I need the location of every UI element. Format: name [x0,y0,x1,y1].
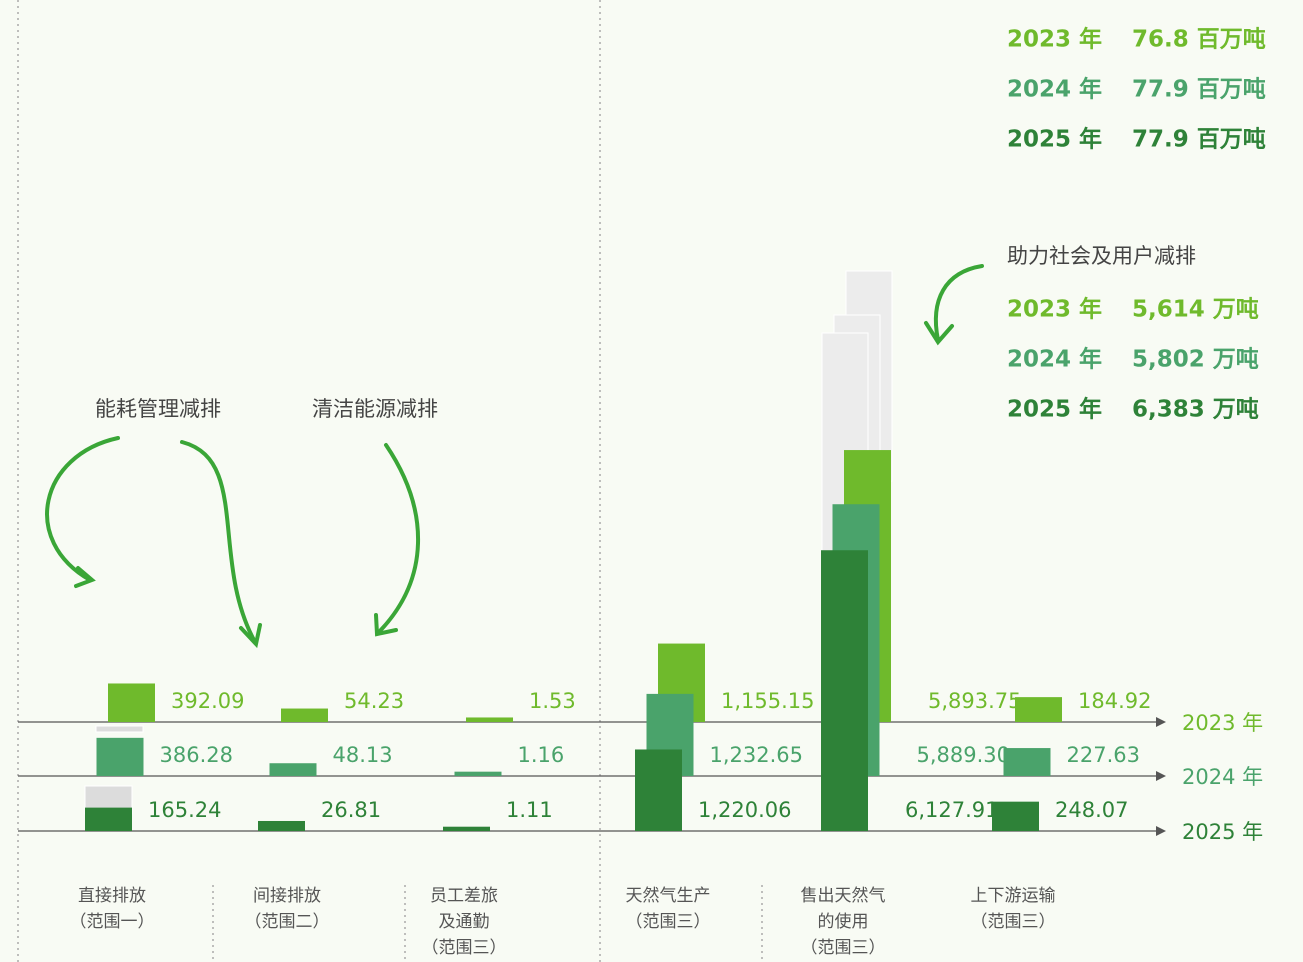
legend-label: 2024 年 [1182,765,1263,789]
bar [454,771,502,776]
category-label: （范围三） [626,912,711,932]
annotation: 清洁能源减排 [312,397,438,421]
value-label: 6,127.91 [905,798,999,822]
bar [258,820,305,831]
value-label: 26.81 [321,798,381,822]
category-label: 售出天然气 [801,886,886,906]
bar [821,550,868,831]
value-label: 184.92 [1078,689,1151,713]
value-label: 386.28 [160,743,233,767]
reduction-year: 2024 年 [1007,346,1102,373]
total-value: 77.9 百万吨 [1132,77,1266,103]
category-label: （范围一） [70,912,155,932]
axis-arrow [1156,717,1166,727]
reduction-year: 2023 年 [1007,296,1102,323]
bar [85,807,132,831]
bar [1015,697,1062,722]
value-label: 248.07 [1055,798,1128,822]
value-label: 48.13 [333,743,393,767]
category-label: （范围二） [245,912,330,932]
ghost-bars [84,270,893,815]
value-label: 1,232.65 [710,743,804,767]
value-label: 5,889.30 [917,743,1011,767]
value-label: 1,155.15 [721,689,815,713]
bar [443,826,490,831]
bar [992,801,1039,831]
reduction-year: 2025 年 [1007,396,1102,423]
value-label: 1.53 [529,689,576,713]
value-label: 1,220.06 [698,798,792,822]
bar [96,737,144,776]
category-label: 直接排放 [78,886,146,906]
total-value: 77.9 百万吨 [1132,127,1266,153]
bar [466,717,513,722]
bar [635,749,682,831]
category-label: 的使用 [818,911,869,932]
total-year: 2025 年 [1007,126,1102,153]
category-label: 上下游运输 [971,886,1056,906]
value-label: 392.09 [171,689,244,713]
category-label: 天然气生产 [626,886,711,906]
value-label: 227.63 [1067,743,1140,767]
separators [17,0,763,962]
value-label: 5,893.75 [928,689,1022,713]
category-label: 员工差旅 [430,886,498,906]
reduction-value: 5,802 万吨 [1132,347,1259,373]
legend-label: 2023 年 [1182,711,1263,735]
value-label: 1.11 [506,798,553,822]
legend-label: 2025 年 [1182,820,1263,844]
bar [1003,748,1051,776]
annotation-arrows [45,264,984,649]
total-year: 2024 年 [1007,76,1102,103]
reduction-title: 助力社会及用户减排 [1007,244,1196,268]
category-label: （范围三） [422,938,507,958]
bar [108,683,155,722]
value-label: 165.24 [148,798,221,822]
annotation: 能耗管理减排 [95,397,221,421]
value-label: 54.23 [344,689,404,713]
total-year: 2023 年 [1007,26,1102,53]
axis-arrow [1156,826,1166,836]
value-label: 1.16 [518,743,565,767]
category-label: 间接排放 [253,886,321,906]
category-label: （范围三） [801,938,886,958]
category-label: 及通勤 [439,912,490,932]
category-label: （范围三） [971,912,1056,932]
reduction-value: 6,383 万吨 [1132,397,1259,423]
axis-arrow [1156,771,1166,781]
reduction-value: 5,614 万吨 [1132,297,1259,323]
bar [269,763,317,776]
total-value: 76.8 百万吨 [1132,27,1266,53]
bar [281,708,328,722]
